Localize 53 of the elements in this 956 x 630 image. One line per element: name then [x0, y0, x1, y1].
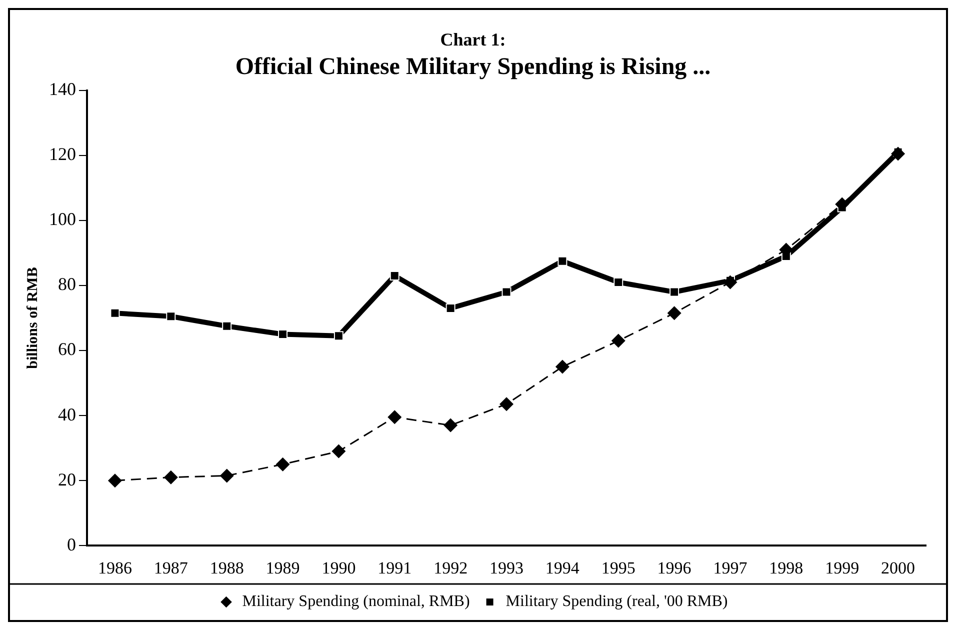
x-tick-label: 1987 [154, 558, 188, 578]
x-tick-label: 1989 [266, 558, 300, 578]
point [555, 360, 570, 374]
point [891, 146, 906, 161]
point [611, 334, 626, 348]
point [390, 270, 400, 280]
x-tick-label: 1999 [825, 558, 860, 578]
y-tick-label: 60 [58, 339, 76, 360]
y-tick-label: 100 [49, 209, 76, 230]
chart-subtitle: Official Chinese Military Spending is Rising ... [235, 54, 711, 80]
y-axis-title: billions of RMB [24, 267, 41, 369]
point [334, 331, 344, 341]
x-tick-label: 1993 [490, 558, 524, 578]
y-tick-label: 20 [58, 469, 76, 490]
x-tick-label: 1986 [98, 558, 132, 578]
x-tick-label: 2000 [881, 558, 916, 578]
y-tick-label: 0 [67, 534, 76, 554]
legend-label: Military Spending (real, '00 RMB) [506, 593, 728, 610]
point [835, 197, 850, 212]
x-tick-label: 1995 [601, 558, 636, 578]
point [444, 418, 458, 432]
point [222, 321, 232, 331]
x-tick-label: 1988 [210, 558, 244, 578]
x-tick-label: 1991 [378, 558, 412, 578]
point [500, 397, 514, 412]
x-tick-label: 1992 [434, 558, 468, 578]
point [388, 410, 402, 424]
point [502, 287, 512, 297]
point [276, 457, 290, 472]
point [667, 306, 682, 320]
point [220, 468, 234, 483]
y-tick-label: 40 [58, 404, 76, 424]
point [164, 470, 178, 484]
x-tick-label: 1996 [657, 558, 692, 578]
x-tick-label: 1997 [713, 558, 748, 578]
y-tick-label: 80 [58, 274, 76, 294]
y-tick-label: 140 [49, 79, 76, 100]
point [166, 312, 176, 322]
legend-label: Military Spending (nominal, RMB) [242, 593, 470, 610]
x-tick-label: 1998 [769, 558, 804, 578]
point [558, 256, 568, 266]
x-tick-label: 1990 [322, 558, 356, 578]
point [723, 275, 738, 290]
point [614, 277, 624, 287]
y-tick-label: 120 [49, 144, 76, 164]
x-tick-label: 1994 [545, 558, 580, 578]
point [332, 444, 346, 458]
point [110, 308, 120, 318]
point [670, 287, 680, 297]
chart-title: Chart 1: [440, 29, 506, 50]
point [278, 330, 288, 339]
point [108, 474, 122, 488]
point [446, 304, 456, 313]
